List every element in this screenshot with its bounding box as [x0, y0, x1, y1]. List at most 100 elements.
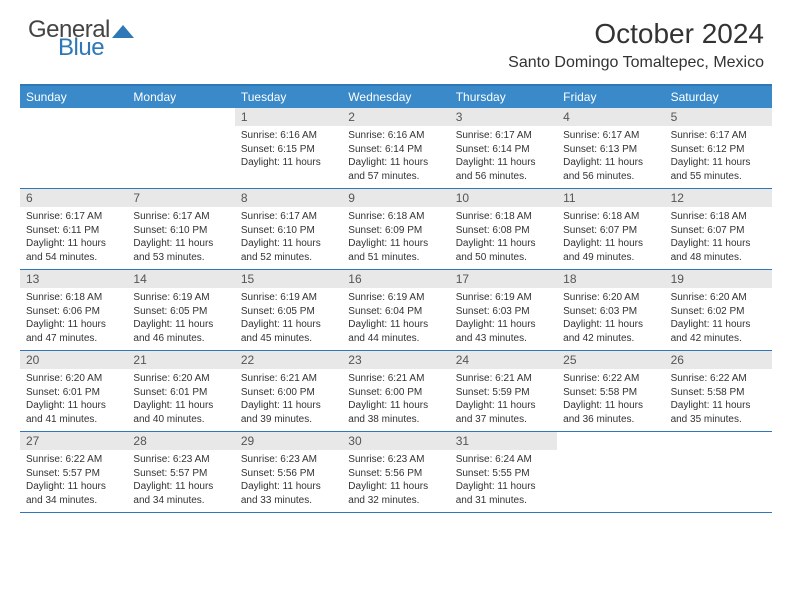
- day-number: 27: [20, 432, 127, 450]
- daylight-text-2: and 42 minutes.: [671, 332, 766, 346]
- week-row: 6Sunrise: 6:17 AMSunset: 6:11 PMDaylight…: [20, 189, 772, 270]
- day-cell: 23Sunrise: 6:21 AMSunset: 6:00 PMDayligh…: [342, 351, 449, 431]
- day-header: Sunday: [20, 86, 127, 108]
- sunset-text: Sunset: 6:01 PM: [133, 386, 228, 400]
- day-number: 2: [342, 108, 449, 126]
- daylight-text-2: and 33 minutes.: [241, 494, 336, 508]
- day-body: Sunrise: 6:20 AMSunset: 6:02 PMDaylight:…: [665, 288, 772, 349]
- sunset-text: Sunset: 6:05 PM: [133, 305, 228, 319]
- day-body: Sunrise: 6:23 AMSunset: 5:56 PMDaylight:…: [235, 450, 342, 511]
- day-cell: 6Sunrise: 6:17 AMSunset: 6:11 PMDaylight…: [20, 189, 127, 269]
- sunrise-text: Sunrise: 6:18 AM: [563, 210, 658, 224]
- day-cell: 2Sunrise: 6:16 AMSunset: 6:14 PMDaylight…: [342, 108, 449, 188]
- day-number: 23: [342, 351, 449, 369]
- daylight-text: Daylight: 11 hours: [133, 318, 228, 332]
- sunrise-text: Sunrise: 6:22 AM: [671, 372, 766, 386]
- day-cell: 10Sunrise: 6:18 AMSunset: 6:08 PMDayligh…: [450, 189, 557, 269]
- day-cell: 19Sunrise: 6:20 AMSunset: 6:02 PMDayligh…: [665, 270, 772, 350]
- day-body: Sunrise: 6:19 AMSunset: 6:03 PMDaylight:…: [450, 288, 557, 349]
- day-number: 29: [235, 432, 342, 450]
- sunrise-text: Sunrise: 6:22 AM: [26, 453, 121, 467]
- day-cell: .: [665, 432, 772, 512]
- sunset-text: Sunset: 5:58 PM: [671, 386, 766, 400]
- sunrise-text: Sunrise: 6:21 AM: [241, 372, 336, 386]
- daylight-text-2: and 57 minutes.: [348, 170, 443, 184]
- day-number: 9: [342, 189, 449, 207]
- daylight-text: Daylight: 11 hours: [133, 237, 228, 251]
- sunrise-text: Sunrise: 6:19 AM: [133, 291, 228, 305]
- day-cell: 27Sunrise: 6:22 AMSunset: 5:57 PMDayligh…: [20, 432, 127, 512]
- day-cell: 8Sunrise: 6:17 AMSunset: 6:10 PMDaylight…: [235, 189, 342, 269]
- day-number: 25: [557, 351, 664, 369]
- daylight-text: Daylight: 11 hours: [26, 318, 121, 332]
- day-body: Sunrise: 6:23 AMSunset: 5:56 PMDaylight:…: [342, 450, 449, 511]
- daylight-text-2: and 44 minutes.: [348, 332, 443, 346]
- sunrise-text: Sunrise: 6:17 AM: [241, 210, 336, 224]
- day-cell: 14Sunrise: 6:19 AMSunset: 6:05 PMDayligh…: [127, 270, 234, 350]
- sunrise-text: Sunrise: 6:16 AM: [241, 129, 336, 143]
- day-body: Sunrise: 6:17 AMSunset: 6:10 PMDaylight:…: [127, 207, 234, 268]
- day-cell: 15Sunrise: 6:19 AMSunset: 6:05 PMDayligh…: [235, 270, 342, 350]
- day-body: Sunrise: 6:17 AMSunset: 6:11 PMDaylight:…: [20, 207, 127, 268]
- sunset-text: Sunset: 6:15 PM: [241, 143, 336, 157]
- day-body: Sunrise: 6:16 AMSunset: 6:15 PMDaylight:…: [235, 126, 342, 174]
- week-row: ..1Sunrise: 6:16 AMSunset: 6:15 PMDaylig…: [20, 108, 772, 189]
- daylight-text: Daylight: 11 hours: [241, 480, 336, 494]
- sunrise-text: Sunrise: 6:20 AM: [26, 372, 121, 386]
- daylight-text: Daylight: 11 hours: [348, 156, 443, 170]
- daylight-text-2: and 55 minutes.: [671, 170, 766, 184]
- day-body: Sunrise: 6:20 AMSunset: 6:03 PMDaylight:…: [557, 288, 664, 349]
- day-cell: 30Sunrise: 6:23 AMSunset: 5:56 PMDayligh…: [342, 432, 449, 512]
- day-number: 28: [127, 432, 234, 450]
- daylight-text-2: and 50 minutes.: [456, 251, 551, 265]
- daylight-text: Daylight: 11 hours: [563, 237, 658, 251]
- daylight-text: Daylight: 11 hours: [26, 399, 121, 413]
- daylight-text-2: and 38 minutes.: [348, 413, 443, 427]
- daylight-text-2: and 34 minutes.: [26, 494, 121, 508]
- location-subtitle: Santo Domingo Tomaltepec, Mexico: [508, 54, 764, 72]
- day-number: 3: [450, 108, 557, 126]
- title-block: October 2024 Santo Domingo Tomaltepec, M…: [508, 18, 764, 72]
- week-row: 20Sunrise: 6:20 AMSunset: 6:01 PMDayligh…: [20, 351, 772, 432]
- day-number: 10: [450, 189, 557, 207]
- day-number: 15: [235, 270, 342, 288]
- daylight-text-2: and 37 minutes.: [456, 413, 551, 427]
- sunset-text: Sunset: 5:55 PM: [456, 467, 551, 481]
- sunset-text: Sunset: 5:57 PM: [133, 467, 228, 481]
- daylight-text: Daylight: 11 hours: [133, 399, 228, 413]
- sunset-text: Sunset: 6:10 PM: [241, 224, 336, 238]
- sunrise-text: Sunrise: 6:18 AM: [26, 291, 121, 305]
- sunset-text: Sunset: 6:07 PM: [671, 224, 766, 238]
- daylight-text: Daylight: 11 hours: [456, 399, 551, 413]
- day-cell: 9Sunrise: 6:18 AMSunset: 6:09 PMDaylight…: [342, 189, 449, 269]
- daylight-text-2: and 43 minutes.: [456, 332, 551, 346]
- sunrise-text: Sunrise: 6:24 AM: [456, 453, 551, 467]
- sunrise-text: Sunrise: 6:20 AM: [563, 291, 658, 305]
- sunrise-text: Sunrise: 6:20 AM: [133, 372, 228, 386]
- daylight-text-2: and 40 minutes.: [133, 413, 228, 427]
- daylight-text: Daylight: 11 hours: [671, 399, 766, 413]
- day-number: 13: [20, 270, 127, 288]
- sunrise-text: Sunrise: 6:17 AM: [456, 129, 551, 143]
- day-header: Tuesday: [235, 86, 342, 108]
- day-number: 19: [665, 270, 772, 288]
- day-body: Sunrise: 6:18 AMSunset: 6:08 PMDaylight:…: [450, 207, 557, 268]
- day-body: Sunrise: 6:20 AMSunset: 6:01 PMDaylight:…: [20, 369, 127, 430]
- sunrise-text: Sunrise: 6:23 AM: [133, 453, 228, 467]
- sunrise-text: Sunrise: 6:23 AM: [348, 453, 443, 467]
- day-body: Sunrise: 6:17 AMSunset: 6:10 PMDaylight:…: [235, 207, 342, 268]
- daylight-text-2: and 34 minutes.: [133, 494, 228, 508]
- daylight-text: Daylight: 11 hours: [348, 318, 443, 332]
- daylight-text-2: and 51 minutes.: [348, 251, 443, 265]
- sunset-text: Sunset: 5:59 PM: [456, 386, 551, 400]
- day-body: Sunrise: 6:17 AMSunset: 6:13 PMDaylight:…: [557, 126, 664, 187]
- day-cell: 22Sunrise: 6:21 AMSunset: 6:00 PMDayligh…: [235, 351, 342, 431]
- day-number: 18: [557, 270, 664, 288]
- daylight-text: Daylight: 11 hours: [348, 399, 443, 413]
- day-cell: 11Sunrise: 6:18 AMSunset: 6:07 PMDayligh…: [557, 189, 664, 269]
- day-number: 22: [235, 351, 342, 369]
- sunset-text: Sunset: 6:03 PM: [456, 305, 551, 319]
- daylight-text-2: and 46 minutes.: [133, 332, 228, 346]
- day-cell: 1Sunrise: 6:16 AMSunset: 6:15 PMDaylight…: [235, 108, 342, 188]
- day-cell: 18Sunrise: 6:20 AMSunset: 6:03 PMDayligh…: [557, 270, 664, 350]
